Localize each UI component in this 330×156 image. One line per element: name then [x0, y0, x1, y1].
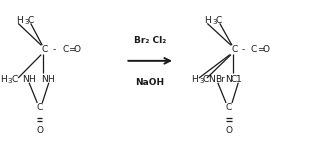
Text: r: r: [220, 75, 224, 84]
Text: C: C: [216, 16, 222, 25]
Text: O: O: [73, 45, 80, 54]
Text: H: H: [28, 75, 35, 84]
Text: 3: 3: [199, 78, 204, 84]
Text: C: C: [226, 103, 232, 112]
Text: C: C: [231, 75, 237, 84]
Text: C: C: [37, 103, 43, 112]
Text: C: C: [251, 45, 257, 54]
Text: NaOH: NaOH: [136, 78, 165, 87]
Text: N: N: [209, 75, 215, 84]
Text: H: H: [0, 75, 7, 84]
Text: -: -: [52, 45, 55, 54]
Text: Br₂ Cl₂: Br₂ Cl₂: [134, 36, 166, 45]
Text: C: C: [62, 45, 68, 54]
Text: O: O: [36, 126, 43, 135]
Text: C: C: [42, 45, 48, 54]
Text: C: C: [231, 45, 237, 54]
Text: 3: 3: [212, 19, 217, 25]
Text: H: H: [205, 16, 211, 25]
Text: =: =: [257, 45, 264, 54]
Text: 3: 3: [24, 19, 29, 25]
Text: N: N: [22, 75, 29, 84]
Text: N: N: [41, 75, 48, 84]
Text: N: N: [225, 75, 231, 84]
Text: H: H: [47, 75, 54, 84]
Text: H: H: [191, 75, 198, 84]
Text: =: =: [68, 45, 75, 54]
Text: C: C: [203, 75, 209, 84]
Text: 1: 1: [236, 75, 242, 84]
Text: C: C: [28, 16, 34, 25]
Text: O: O: [225, 126, 233, 135]
Text: -: -: [242, 45, 245, 54]
Text: H: H: [16, 16, 23, 25]
Text: 3: 3: [8, 78, 12, 84]
Text: O: O: [262, 45, 270, 54]
Text: C: C: [11, 75, 17, 84]
Text: B: B: [215, 75, 221, 84]
